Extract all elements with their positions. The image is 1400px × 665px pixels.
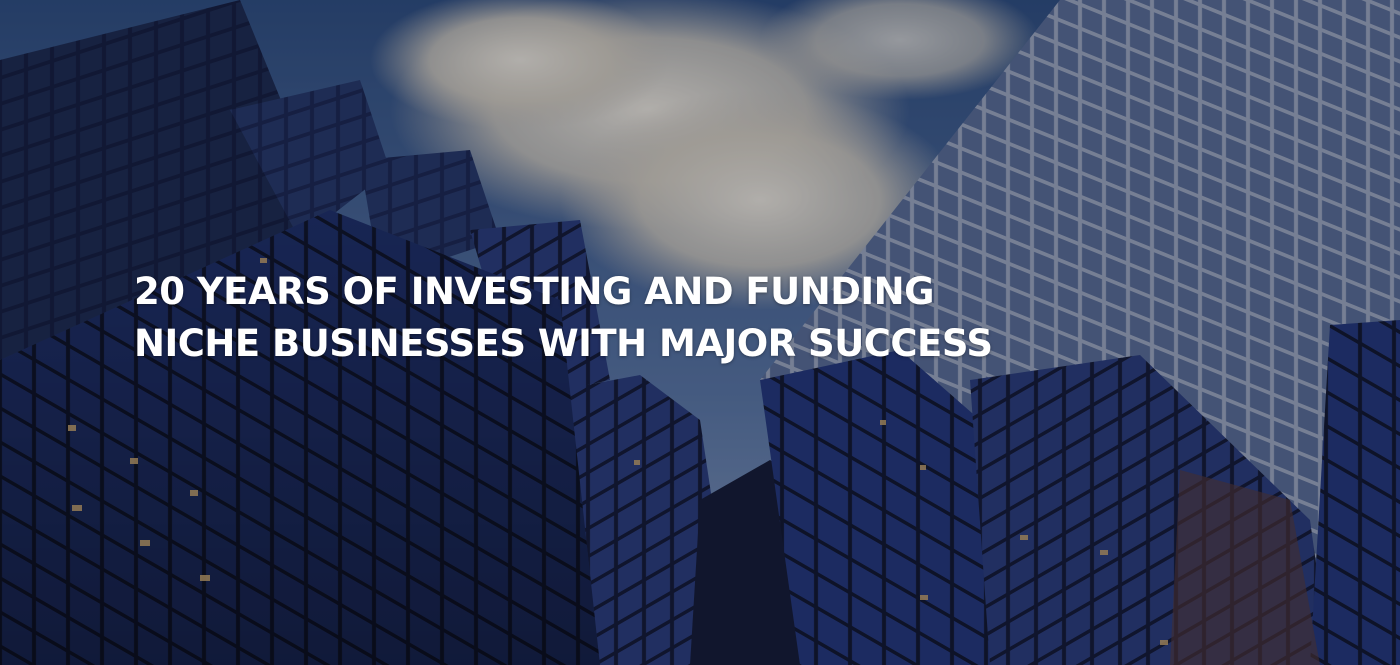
- hero-heading-line-1: 20 YEARS OF INVESTING AND FUNDING: [134, 270, 935, 313]
- hero-heading-line-2: NICHE BUSINESSES WITH MAJOR SUCCESS: [134, 322, 993, 365]
- hero-heading: 20 YEARS OF INVESTING AND FUNDING NICHE …: [134, 266, 1134, 370]
